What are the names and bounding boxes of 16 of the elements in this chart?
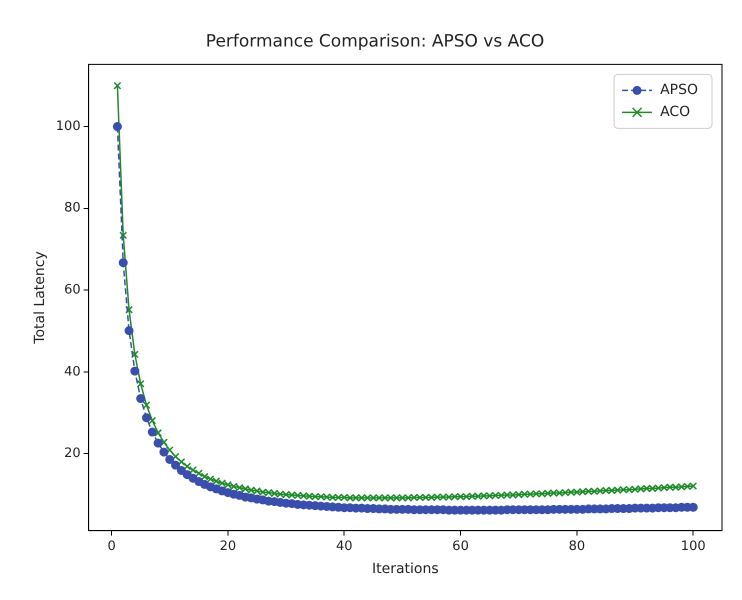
x-tick-label: 60 <box>452 538 469 554</box>
y-axis-title: Total Latency <box>32 251 48 345</box>
y-tick-label: 60 <box>64 282 81 298</box>
y-tick-label: 40 <box>64 364 81 380</box>
legend-label: APSO <box>660 82 698 98</box>
y-tick-label: 20 <box>64 446 81 462</box>
chart-title: Performance Comparison: APSO vs ACO <box>206 32 544 52</box>
x-tick-label: 40 <box>336 538 353 554</box>
x-tick-label: 80 <box>568 538 586 554</box>
x-axis-title: Iterations <box>372 561 439 578</box>
y-tick-label: 80 <box>64 200 81 216</box>
x-tick-label: 100 <box>680 538 706 554</box>
x-tick-label: 20 <box>220 538 236 554</box>
legend-label: ACO <box>660 104 690 120</box>
x-tick-label: 0 <box>107 538 116 554</box>
y-tick-label: 100 <box>56 118 81 134</box>
